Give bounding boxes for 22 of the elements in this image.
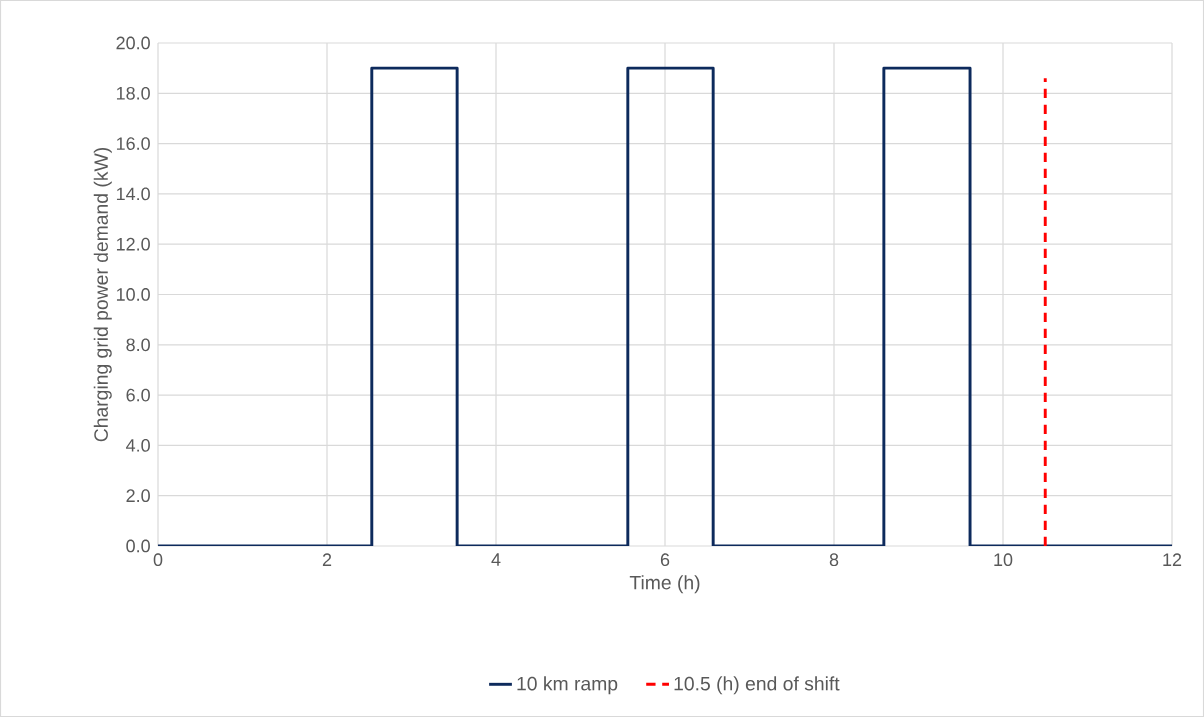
x-tick-label: 2 <box>322 553 332 566</box>
x-tick-label: 4 <box>491 553 501 566</box>
x-tick-label: 8 <box>829 553 839 567</box>
y-tick-label: 0.0 <box>126 539 150 553</box>
x-tick-label: 10 <box>994 553 1013 567</box>
y-tick-label: 2.0 <box>126 489 150 503</box>
x-axis-title: Time (h) <box>629 575 700 594</box>
y-axis-title: Charging grid power demand (kW) <box>93 148 112 442</box>
y-tick-label: 14.0 <box>116 187 150 201</box>
y-tick-label: 4.0 <box>126 439 150 452</box>
y-tick-label: 10.0 <box>116 288 150 301</box>
y-tick-label: 20.0 <box>116 36 150 50</box>
legend-label: 10.5 (h) end of shift <box>674 676 840 695</box>
y-tick-label: 18.0 <box>116 86 150 100</box>
legend-label: 10 km ramp <box>517 676 618 695</box>
y-tick-label: 12.0 <box>116 237 150 251</box>
x-tick-label: 0 <box>153 553 163 567</box>
x-tick-label: 6 <box>660 553 670 567</box>
y-tick-label: 16.0 <box>116 137 150 150</box>
y-tick-label: 8.0 <box>126 338 150 352</box>
y-tick-label: 6.0 <box>126 388 150 402</box>
x-tick-label: 12 <box>1163 553 1182 566</box>
